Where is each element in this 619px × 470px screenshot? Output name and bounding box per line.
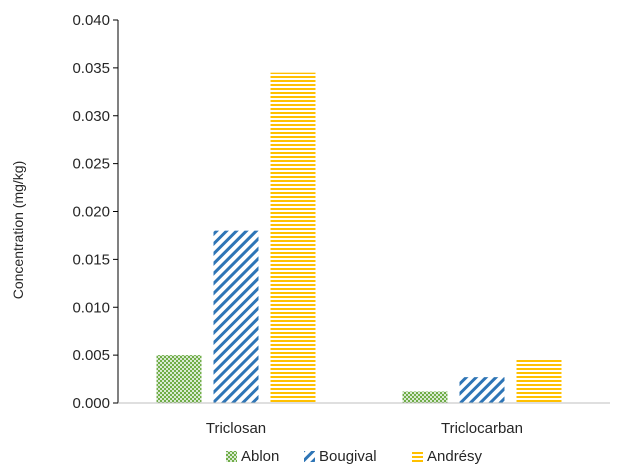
x-axis-ticks: Triclosan Triclocarban bbox=[206, 420, 523, 437]
y-axis-ticks: 0.000 0.005 0.010 0.015 0.020 0.025 0.030 0.035… bbox=[72, 12, 118, 412]
bar-andr-sy-triclocarban bbox=[516, 358, 562, 403]
y-tick-label: 0.025 bbox=[72, 156, 110, 173]
y-tick-label: 0.010 bbox=[72, 299, 110, 316]
y-tick-label: 0.000 bbox=[72, 395, 110, 412]
bar-bougival-triclocarban bbox=[459, 377, 505, 403]
y-tick-label: 0.005 bbox=[72, 347, 110, 364]
legend-swatch-ablon bbox=[226, 451, 237, 462]
y-tick-label: 0.020 bbox=[72, 204, 110, 221]
y-tick-label: 0.030 bbox=[72, 108, 110, 125]
bar-bougival-triclosan bbox=[213, 230, 259, 403]
legend-swatch-bougival bbox=[304, 451, 315, 462]
legend-swatch-andr-sy bbox=[412, 451, 423, 462]
y-tick-label: 0.035 bbox=[72, 60, 110, 77]
legend-label: Andrésy bbox=[427, 448, 483, 465]
y-axis-title: Concentration (mg/kg) bbox=[10, 161, 26, 300]
x-tick-label: Triclosan bbox=[206, 420, 266, 437]
y-tick-label: 0.040 bbox=[72, 12, 110, 29]
x-tick-label: Triclocarban bbox=[441, 420, 523, 437]
legend-label: Bougival bbox=[319, 448, 377, 465]
bar-andr-sy-triclosan bbox=[270, 72, 316, 403]
legend-label: Ablon bbox=[241, 448, 279, 465]
bar-ablon-triclocarban bbox=[402, 391, 448, 403]
legend: Ablon Bougival Andrésy bbox=[226, 448, 483, 465]
y-tick-label: 0.015 bbox=[72, 251, 110, 268]
bar-ablon-triclosan bbox=[156, 355, 202, 403]
bars bbox=[156, 72, 562, 403]
